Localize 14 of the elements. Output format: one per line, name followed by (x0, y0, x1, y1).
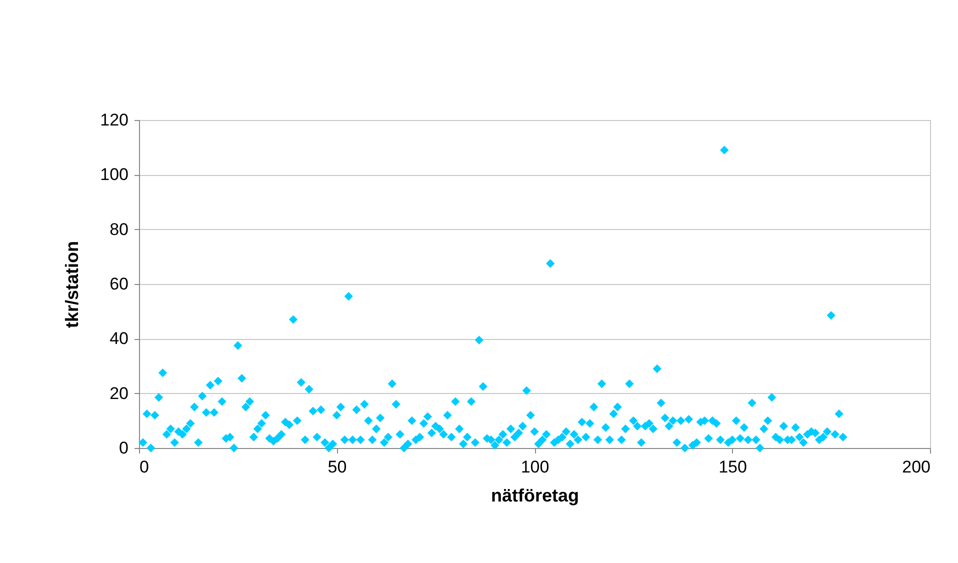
y-tick-label: 20 (110, 384, 128, 403)
x-axis-title: nätföretag (490, 486, 580, 506)
x-tick-label: 150 (718, 458, 747, 476)
y-axis-title: tkr/station (62, 240, 82, 328)
x-tick-label: 200 (902, 458, 930, 476)
y-tick-label: 80 (110, 220, 128, 239)
y-tick-label: 120 (100, 110, 128, 130)
y-tick-label: 100 (100, 165, 128, 184)
y-tick-label: 0 (119, 438, 128, 458)
x-tick-label: 50 (328, 458, 347, 476)
y-tick-label: 60 (110, 274, 128, 294)
x-tick-label: 0 (140, 458, 149, 476)
x-tick-label: 100 (520, 458, 550, 476)
y-tick-label: 40 (110, 329, 128, 348)
